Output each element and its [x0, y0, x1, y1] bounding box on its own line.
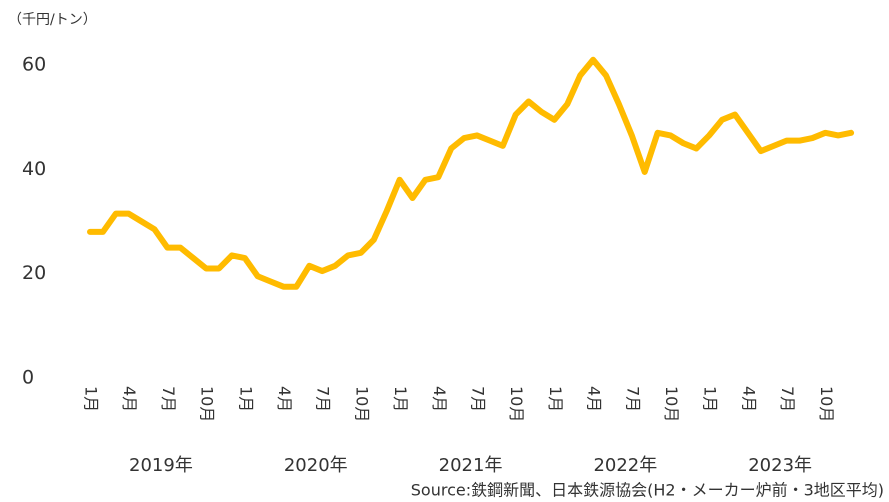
- x-tick-label: 1月: [546, 386, 565, 412]
- x-tick-label: 1月: [82, 386, 101, 412]
- y-tick-label: 0: [22, 367, 34, 389]
- y-tick-label: 20: [22, 262, 46, 284]
- x-tick-label: 4月: [275, 386, 294, 412]
- line: [87, 56, 855, 290]
- x-tick-label: 10月: [352, 386, 371, 422]
- x-tick-label: 7月: [623, 386, 642, 412]
- year-label: 2023年: [748, 455, 812, 476]
- x-tick-label: 1月: [701, 386, 720, 412]
- x-tick-label: 7月: [778, 386, 797, 412]
- x-tick-label: 7月: [159, 386, 178, 412]
- x-tick-label: 4月: [739, 386, 758, 412]
- x-tick-label: 1月: [236, 386, 255, 412]
- x-tick-label: 4月: [430, 386, 449, 412]
- x-tick-label: 7月: [469, 386, 488, 412]
- x-tick-label: 10月: [817, 386, 836, 422]
- year-label: 2019年: [129, 455, 193, 476]
- x-tick-label: 10月: [662, 386, 681, 422]
- x-tick-label: 10月: [507, 386, 526, 422]
- x-tick-label: 4月: [585, 386, 604, 412]
- unit-label: （千円/トン）: [8, 12, 97, 28]
- x-tick-label: 7月: [314, 386, 333, 412]
- year-label: 2020年: [284, 455, 348, 476]
- x-tick-label: 1月: [391, 386, 410, 412]
- y-tick-label: 40: [22, 158, 46, 180]
- x-tick-label: 10月: [198, 386, 217, 422]
- x-tick-label: 4月: [120, 386, 139, 412]
- year-label: 2022年: [593, 455, 657, 476]
- source: Source:鉄鋼新聞、日本鉄源協会(H2・メーカー炉前・3地区平均): [411, 481, 884, 500]
- year-label: 2021年: [439, 455, 503, 476]
- y-tick-label: 60: [22, 54, 46, 76]
